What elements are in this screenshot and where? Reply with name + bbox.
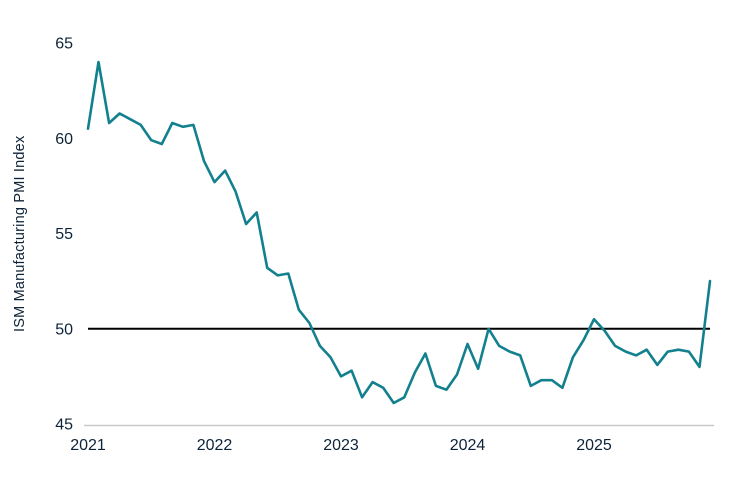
pmi-series-line: [86, 60, 712, 405]
y-tick-label: 65: [55, 36, 73, 53]
x-tick-label: 2023: [323, 437, 359, 454]
y-axis-title: ISM Manufacturing PMI Index: [12, 135, 28, 333]
y-tick-label: 60: [55, 131, 73, 148]
x-tick-label: 2025: [576, 437, 612, 454]
x-tick-label: 2022: [197, 437, 233, 454]
x-tick-label: 2021: [70, 437, 106, 454]
x-tick-label: 2024: [450, 437, 486, 454]
y-tick-label: 45: [55, 417, 73, 434]
y-tick-label: 50: [55, 321, 73, 338]
y-tick-label: 55: [55, 226, 73, 243]
